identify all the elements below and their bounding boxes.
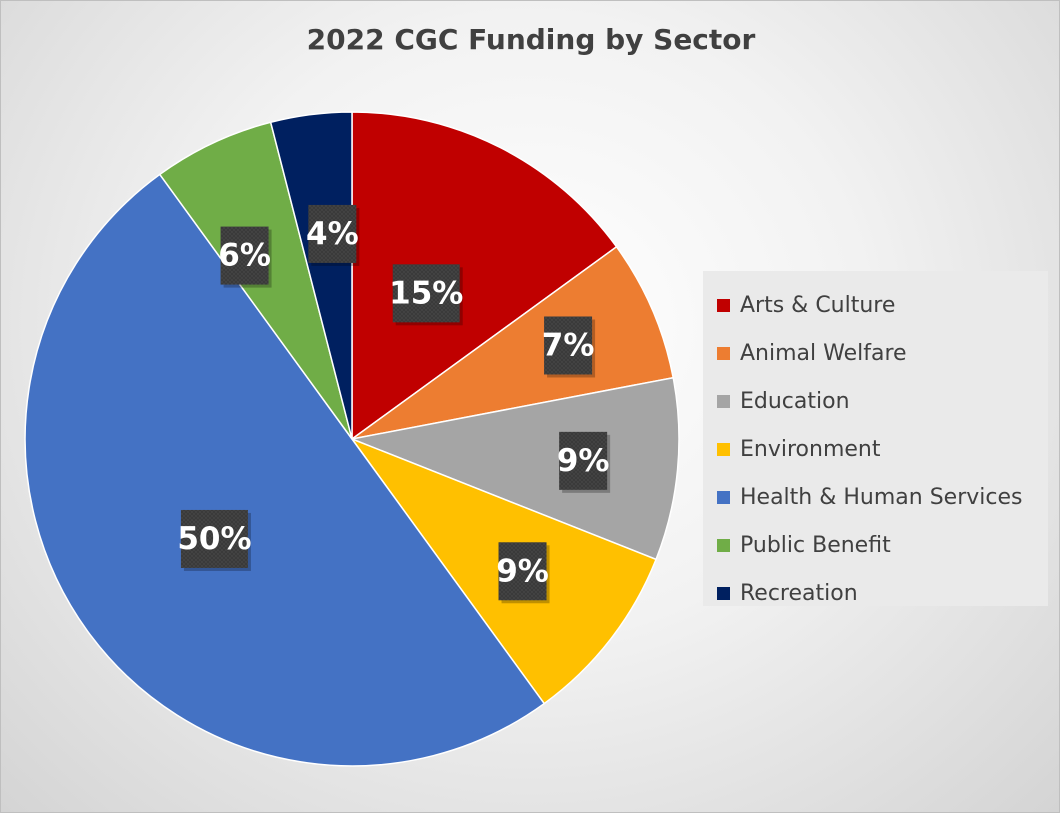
legend-swatch xyxy=(717,394,730,408)
data-label-1: 7% xyxy=(542,316,596,378)
pie-slice-0 xyxy=(351,111,618,441)
legend-swatch xyxy=(717,442,730,456)
legend-label: Arts & Culture xyxy=(740,292,896,318)
data-label-text: 15% xyxy=(389,275,463,311)
data-label-5: 6% xyxy=(218,226,272,288)
legend-label: Health & Human Services xyxy=(740,484,1023,510)
data-label-2: 9% xyxy=(557,431,611,493)
legend-label: Education xyxy=(740,388,850,414)
data-label-6: 4% xyxy=(306,204,360,266)
data-label-text: 50% xyxy=(177,521,251,557)
legend-item: Education xyxy=(717,377,1048,425)
data-label-text: 6% xyxy=(218,238,271,274)
data-label-3: 9% xyxy=(496,542,550,604)
legend-item: Public Benefit xyxy=(717,521,1048,569)
legend-item: Environment xyxy=(717,425,1048,473)
data-label-text: 9% xyxy=(496,553,549,589)
legend-item: Health & Human Services xyxy=(717,473,1048,521)
legend-label: Recreation xyxy=(740,580,858,606)
legend-item: Arts & Culture xyxy=(717,281,1048,329)
data-label-text: 7% xyxy=(542,327,595,363)
legend-item: Animal Welfare xyxy=(717,329,1048,377)
data-label-0: 15% xyxy=(389,264,463,326)
pie-slice-6 xyxy=(269,111,353,440)
data-label-4: 50% xyxy=(177,509,252,571)
data-label-text: 9% xyxy=(557,443,610,479)
data-label-text: 4% xyxy=(306,216,359,252)
legend-swatch xyxy=(717,490,730,504)
legend-swatch xyxy=(717,346,730,360)
legend-swatch xyxy=(717,538,730,552)
legend-label: Animal Welfare xyxy=(740,340,907,366)
pie-slice-4 xyxy=(24,173,546,767)
pie-slice-2 xyxy=(349,376,680,561)
legend-item: Recreation xyxy=(717,569,1048,617)
chart-title: 2022 CGC Funding by Sector xyxy=(306,23,756,56)
pie-slice-1 xyxy=(351,245,675,440)
legend-label: Environment xyxy=(740,436,881,462)
legend: Arts & Culture Animal Welfare Education Env… xyxy=(703,271,1048,606)
legend-label: Public Benefit xyxy=(740,532,891,558)
data-labels: 15% 7% 9% 9% 50% 6% 4% xyxy=(177,204,611,604)
legend-swatch xyxy=(717,586,730,600)
legend-swatch xyxy=(717,298,730,312)
